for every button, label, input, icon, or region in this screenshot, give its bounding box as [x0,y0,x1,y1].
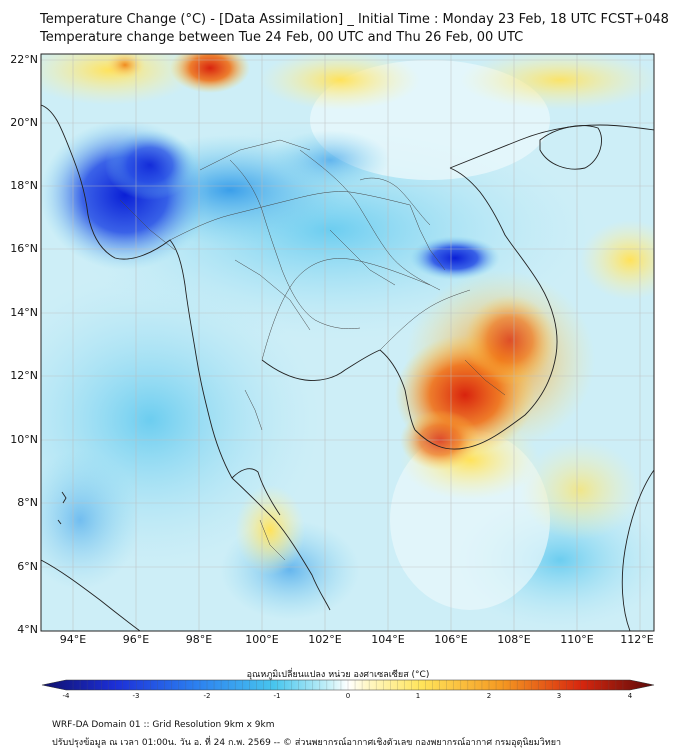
lon-label: 106°E [434,633,468,646]
colorbar-tick: 0 [345,692,351,700]
lat-label: 4°N [17,623,38,636]
colorbar-tick: 3 [556,692,562,700]
footer-model-info: WRF-DA Domain 01 :: Grid Resolution 9km … [52,720,275,730]
lon-label: 102°E [308,633,342,646]
map-subtitle: Temperature change between Tue 24 Feb, 0… [40,30,524,45]
lat-label: 16°N [10,242,38,255]
colorbar-tick: -1 [273,692,281,700]
colorbar-tick: -2 [203,692,211,700]
footer-credit: ปรับปรุงข้อมูล ณ เวลา 01:00น. วัน อ. ที่… [52,738,562,748]
colorbar-tick: -3 [132,692,140,700]
lon-label: 94°E [59,633,87,646]
lon-label: 100°E [245,633,279,646]
lat-label: 22°N [10,53,38,66]
map-frame [40,53,655,632]
colorbar-tick: -4 [62,692,70,700]
lat-label: 20°N [10,116,38,129]
lat-label: 14°N [10,306,38,319]
coastlines [41,104,654,631]
admin-borders [119,139,506,561]
colorbar-tick: 1 [415,692,421,700]
lat-label: 8°N [17,496,38,509]
lon-label: 104°E [371,633,405,646]
colorbar-tick: 2 [486,692,492,700]
lon-label: 110°E [560,633,594,646]
map-title: Temperature Change (°C) - [Data Assimila… [40,12,669,27]
lon-label: 96°E [122,633,150,646]
colorbar [41,679,655,691]
lat-label: 12°N [10,369,38,382]
lat-label: 18°N [10,179,38,192]
lat-label: 10°N [10,433,38,446]
lon-label: 112°E [620,633,654,646]
graticule [41,54,654,631]
lon-label: 108°E [497,633,531,646]
field-layer [41,54,654,631]
colorbar-title: อุณหภูมิเปลี่ยนแปลง หน่วย องศาเซลเซียส (… [246,670,430,680]
lon-label: 98°E [185,633,213,646]
colorbar-tick: 4 [627,692,633,700]
lat-label: 6°N [17,560,38,573]
